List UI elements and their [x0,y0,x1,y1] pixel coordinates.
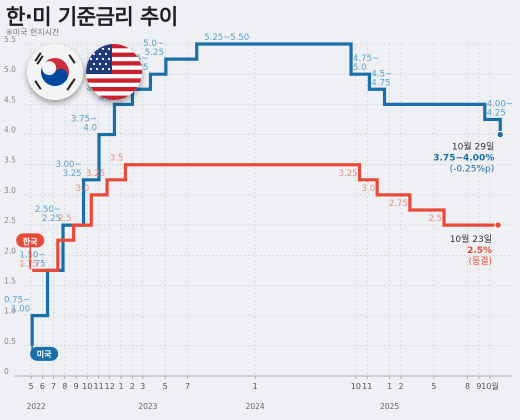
us-rate-label: 4.5~ [371,69,392,79]
x-tick-label: 8 [465,382,470,391]
kr-rate-label: 3.0 [76,184,90,194]
kr-rate-label: 2.5 [428,214,442,224]
page-title: 한·미 기준금리 추이 [6,5,178,29]
us-legend-tag [30,346,59,361]
x-tick-label: 7 [185,382,190,391]
us-rate-label: 1.75 [27,259,46,269]
us-legend-label: 미국 [37,349,52,359]
us-rate-label: 4.75~ [353,54,379,64]
x-tick-label: 2 [398,382,403,391]
x-tick-label: 5 [28,382,33,391]
year-label: 2025 [380,402,399,411]
x-tick-label: 11 [94,382,104,391]
x-tick-label: 10 [82,382,92,391]
y-tick-label: 2.0 [4,246,16,255]
x-tick-label: 8 [62,382,67,391]
kr-legend-tag [16,233,45,248]
x-tick-label: 1 [253,382,258,391]
x-tick-label: 2 [130,382,135,391]
timezone-note: ※미국 현지시간 [6,28,60,37]
us-end-range: 3.75~4.00% [433,154,494,164]
y-tick-label: 5.0 [4,65,16,74]
x-tick-label: 6 [40,382,45,391]
y-tick-label: 0 [4,367,9,376]
x-tick-label: 5 [163,382,168,391]
us-rate-label: 5.0 [353,63,367,73]
us-rate-label: 4.25 [487,108,506,118]
kr-rate-label: 2.75 [389,199,408,209]
year-label: 2022 [27,402,46,411]
kr-rate-label: 2.5 [58,214,72,224]
x-tick-label: 3 [140,382,145,391]
kr-rate-label: 3.0 [362,184,376,194]
us-end-change: (-0.25%p) [450,165,495,175]
kr-end-point [494,221,502,229]
kr-rate-label: 3.5 [110,154,124,164]
us-end-point [496,130,504,139]
kr-rate-label: 3.25 [339,169,358,179]
us-rate-label: 5.25 [145,48,164,58]
year-label: 2023 [138,402,157,411]
x-tick-label: 11 [362,382,372,391]
us-rate-label: 4.00~ [487,99,513,109]
south-korea-flag-icon [27,44,83,100]
kr-legend-label: 한국 [23,236,38,246]
x-tick-label: 9 [74,382,79,391]
y-tick-label: 3.5 [4,156,16,165]
y-tick-label: 2.5 [4,216,16,225]
kr-end-rate: 2.5% [467,246,492,256]
us-rate-label: 3.00~ [56,160,82,170]
us-rate-label: 2.50~ [35,205,61,215]
us-rate-label: 2.25 [42,214,61,224]
x-tick-label: 7 [51,382,56,391]
kr-end-date: 10월 23일 [450,233,492,245]
y-tick-label: 1.0 [4,307,16,316]
x-tick-label: 1 [118,382,123,391]
x-tick-label: 9 [476,382,481,391]
us-rate-label: 4.75 [371,78,390,88]
united-states-flag-icon [86,44,142,100]
kr-rate-line [32,163,499,272]
y-tick-label: 1.5 [4,276,16,285]
us-rate-label: 1.50~ [19,250,45,260]
year-label: 2024 [246,402,265,411]
us-rate-line [30,42,502,346]
kr-rate-label: 3.25 [86,169,105,179]
y-tick-label: 3.0 [4,186,16,195]
us-rate-label: 1.00 [11,305,30,315]
x-tick-label: 1 [387,382,392,391]
us-rate-label: 3.25 [63,169,82,179]
x-tick-label: 12 [105,382,115,391]
y-tick-label: 5.5 [4,35,16,44]
x-tick-label: 10월 [481,381,499,391]
kr-rate-label: 1.75 [19,259,38,269]
y-tick-label: 0.5 [4,337,16,346]
us-end-date: 10월 29일 [452,141,494,153]
us-rate-label: 5.0~ [143,39,164,49]
us-rate-label: 0.75~ [4,296,30,306]
x-tick-label: 5 [431,382,436,391]
y-tick-label: 4.0 [4,126,16,135]
kr-end-status: (동결) [468,256,492,267]
us-rate-label: 3.75~ [71,115,97,125]
x-tick-label: 10 [351,382,361,391]
us-rate-label: 5.25~5.50 [204,33,249,43]
y-tick-label: 4.5 [4,95,16,104]
us-rate-label: 4.0 [83,124,97,134]
